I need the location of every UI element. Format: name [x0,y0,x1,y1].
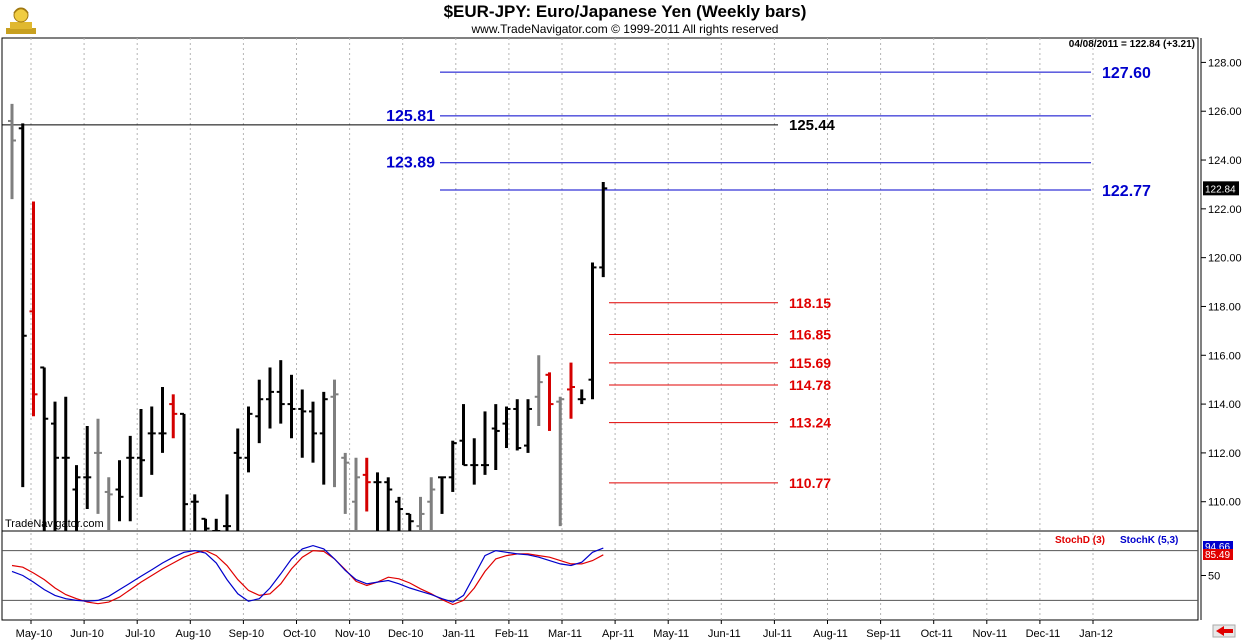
watermark: TradeNavigator.com [5,518,104,530]
level-label-blue: 123.89 [386,155,435,172]
x-tick-label: Sep-11 [866,628,901,640]
stochk-value-label: 94.66 [1205,542,1230,553]
trade-navigator-logo [4,4,38,36]
y-tick-label: 112.00 [1208,448,1241,460]
stoch-lines [11,544,604,606]
stoch-series-line [11,544,604,603]
y-tick-label: 120.00 [1208,253,1242,265]
y-tick-label: 122.00 [1208,204,1242,216]
level-label-black: 125.44 [789,117,836,134]
x-tick-label: Aug-10 [176,628,211,640]
x-tick-label: May-10 [16,628,53,640]
x-tick-label: Nov-10 [335,628,370,640]
y-tick-label: 114.00 [1208,399,1241,411]
level-label-red: 110.77 [789,475,831,491]
level-label-blue: 127.60 [1102,65,1151,82]
stochd-value-label: 85.49 [1205,550,1230,561]
x-tick-label: Dec-11 [1026,628,1061,640]
x-tick-label: Apr-11 [602,628,634,640]
level-label-red: 115.69 [789,355,831,371]
y-tick-label: 118.00 [1208,301,1241,313]
x-tick-label: Jul-10 [125,628,155,640]
x-tick-label: Sep-10 [229,628,264,640]
chart-subtitle: www.TradeNavigator.com © 1999-2011 All r… [471,22,779,36]
ohlc-bars [8,103,608,531]
x-tick-label: Nov-11 [972,628,1007,640]
stochastic-panel-frame [1,530,1199,621]
x-tick-label: Aug-11 [813,628,848,640]
y-tick-label: 110.00 [1208,497,1241,509]
x-tick-label: Mar-11 [548,628,582,640]
level-label-blue: 122.77 [1102,183,1151,200]
x-tick-label: Oct-11 [921,628,953,640]
y-tick-label: 128.00 [1208,57,1242,69]
level-label-red: 113.24 [789,415,831,431]
legend-stochd: StochD (3) [1055,535,1105,546]
x-tick-label: Feb-11 [495,628,529,640]
y-tick-label: 124.00 [1208,155,1242,167]
x-tick-label: Dec-10 [388,628,423,640]
x-tick-label: Oct-10 [283,628,316,640]
x-tick-label: May-11 [653,628,689,640]
price-panel-frame [1,37,1199,532]
x-tick-label: Jul-11 [763,628,792,640]
y-tick-label: 116.00 [1208,350,1241,362]
scroll-left-arrow-icon[interactable] [1212,624,1236,638]
chart-title: $EUR-JPY: Euro/Japanese Yen (Weekly bars… [443,2,807,21]
x-tick-label: Jun-10 [70,628,104,640]
last-price-info: 04/08/2011 = 122.84 (+3.21) [1069,39,1195,50]
level-label-red: 114.78 [789,377,831,393]
level-label-blue: 125.81 [386,108,435,125]
legend-stochk: StochK (5,3) [1120,535,1178,546]
stochd-value-box [1203,549,1233,560]
stochk-value-box [1203,541,1233,552]
x-tick-label: Jun-11 [708,628,741,640]
level-label-red: 116.85 [789,327,831,343]
stoch-series-line [11,549,604,606]
level-label-red: 118.15 [789,295,831,311]
x-tick-label: Jan-11 [442,628,475,640]
y-tick-label: 126.00 [1208,106,1242,118]
stoch-y-tick-label: 50 [1208,571,1220,583]
last-price-box [1203,181,1239,196]
last-price-box-label: 122.84 [1205,184,1236,195]
x-tick-label: Jan-12 [1079,628,1113,640]
